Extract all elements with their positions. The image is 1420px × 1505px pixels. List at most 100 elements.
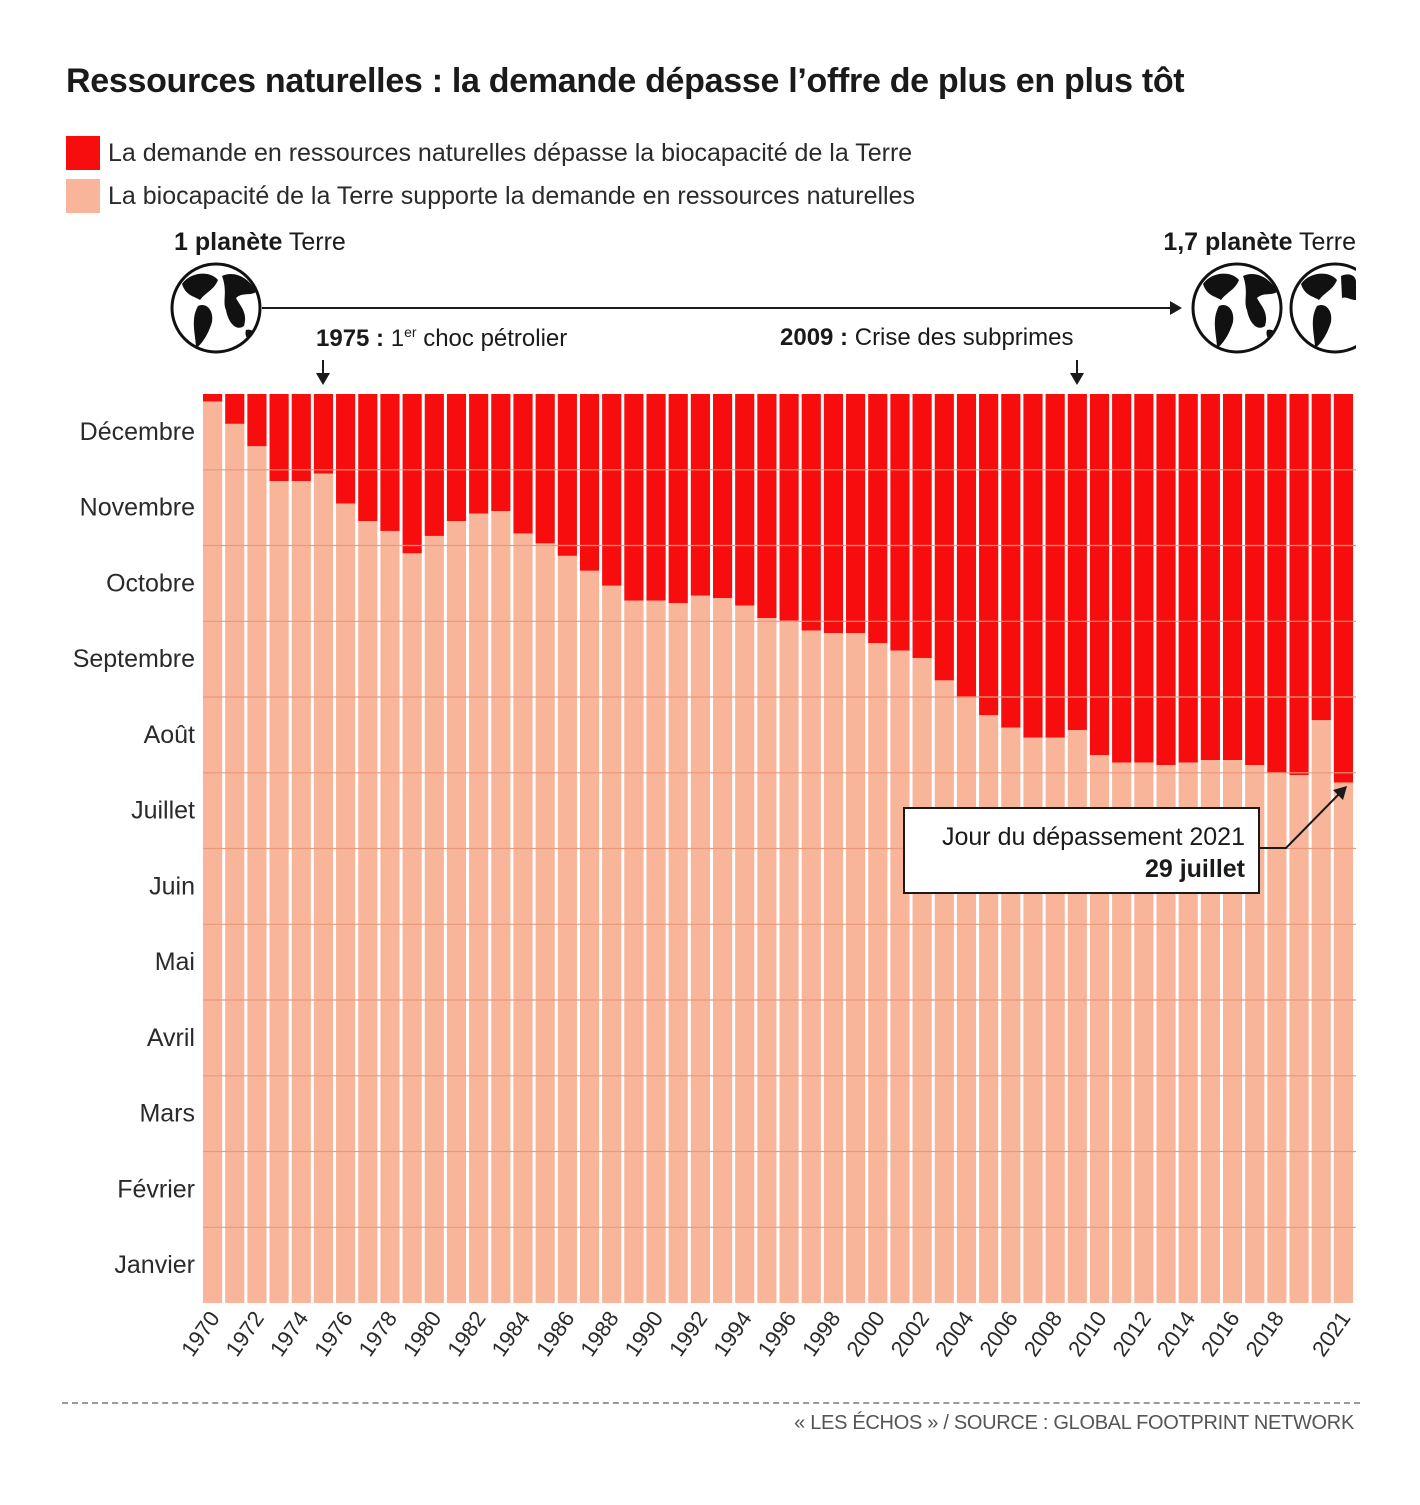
bar-supported-1974 bbox=[291, 481, 311, 1303]
bar-overshoot-1974 bbox=[291, 394, 311, 482]
bar-supported-2001 bbox=[890, 650, 910, 1303]
bar-overshoot-2010 bbox=[1089, 394, 1110, 756]
event-arrowhead-1975 bbox=[316, 373, 330, 385]
bar-overshoot-1993 bbox=[712, 394, 733, 599]
planet-label-left: 1 planète Terre bbox=[174, 228, 346, 257]
bar-overshoot-1972 bbox=[247, 394, 267, 447]
bar-supported-1990 bbox=[646, 600, 666, 1303]
bar-supported-1984 bbox=[513, 533, 533, 1303]
bar-supported-1970 bbox=[203, 401, 223, 1304]
x-tick-label-2016: 2016 bbox=[1196, 1307, 1245, 1361]
x-tick-label-1978: 1978 bbox=[354, 1307, 403, 1361]
bar-supported-1976 bbox=[336, 503, 356, 1304]
bar-overshoot-2003 bbox=[934, 394, 954, 681]
callout-2021: Jour du dépassement 2021 29 juillet bbox=[903, 786, 1347, 894]
bar-supported-1985 bbox=[535, 543, 555, 1303]
bar-overshoot-1994 bbox=[735, 394, 755, 606]
bar-supported-2012 bbox=[1134, 762, 1154, 1303]
bar-overshoot-2005 bbox=[979, 394, 999, 716]
y-tick-label-décembre: Décembre bbox=[80, 418, 195, 446]
bar-overshoot-1975 bbox=[313, 394, 334, 474]
bar-supported-1978 bbox=[380, 530, 400, 1303]
bar-supported-1971 bbox=[225, 423, 245, 1303]
bar-overshoot-2008 bbox=[1045, 394, 1065, 738]
bar-supported-1995 bbox=[757, 618, 777, 1303]
chart-canvas: Janvier Février Mars Avril Mai Juin Juillet Aoû… bbox=[73, 262, 1356, 1361]
bar-overshoot-1978 bbox=[380, 394, 400, 531]
bar-supported-1992 bbox=[690, 595, 710, 1303]
x-tick-label-2010: 2010 bbox=[1063, 1307, 1112, 1361]
x-tick-label-1982: 1982 bbox=[442, 1307, 491, 1361]
bar-overshoot-1996 bbox=[779, 394, 799, 621]
x-tick-label-1988: 1988 bbox=[575, 1307, 624, 1361]
x-tick-label-2002: 2002 bbox=[886, 1307, 935, 1361]
bar-supported-2019 bbox=[1289, 775, 1309, 1303]
bar-supported-2003 bbox=[934, 680, 954, 1303]
bar-supported-2014 bbox=[1178, 762, 1198, 1303]
x-tick-label-2006: 2006 bbox=[974, 1307, 1023, 1361]
x-tick-label-1972: 1972 bbox=[220, 1307, 269, 1361]
bar-overshoot-1971 bbox=[225, 394, 245, 424]
bar-overshoot-2009 bbox=[1067, 394, 1087, 731]
planet-label-right: 1,7 planète Terre bbox=[1163, 228, 1356, 257]
y-tick-label-septembre: Septembre bbox=[73, 645, 195, 673]
planet-label-left-bold: 1 planète bbox=[174, 228, 283, 256]
y-tick-label-mai: Mai bbox=[155, 948, 195, 976]
y-tick-label-mars: Mars bbox=[139, 1100, 195, 1128]
bar-supported-1996 bbox=[779, 620, 799, 1303]
x-axis-labels: 1970197219741976197819801982198419861988… bbox=[176, 1307, 1355, 1361]
earth-globe-icon bbox=[170, 262, 262, 354]
source-credit: « LES ÉCHOS » / SOURCE : GLOBAL FOOTPRIN… bbox=[794, 1412, 1354, 1434]
bar-supported-1993 bbox=[712, 598, 733, 1303]
bar-overshoot-1998 bbox=[823, 394, 844, 634]
bar-supported-1994 bbox=[735, 605, 755, 1303]
bar-overshoot-1989 bbox=[624, 394, 644, 601]
x-tick-label-1976: 1976 bbox=[309, 1307, 358, 1361]
bar-supported-1980 bbox=[424, 535, 444, 1303]
x-tick-label-1984: 1984 bbox=[487, 1307, 536, 1361]
bar-supported-2020 bbox=[1311, 720, 1331, 1303]
y-tick-label-février: Février bbox=[117, 1175, 195, 1203]
planet-label-left-rest: Terre bbox=[282, 228, 346, 256]
x-tick-label-1990: 1990 bbox=[620, 1307, 669, 1361]
x-tick-label-2014: 2014 bbox=[1152, 1307, 1201, 1361]
x-tick-label-2008: 2008 bbox=[1019, 1307, 1068, 1361]
bar-overshoot-1984 bbox=[513, 394, 533, 534]
y-tick-label-janvier: Janvier bbox=[114, 1251, 195, 1279]
event-1975-year: 1975 : bbox=[316, 325, 385, 352]
bar-supported-1977 bbox=[358, 521, 378, 1303]
x-tick-label-2021: 2021 bbox=[1307, 1307, 1356, 1361]
event-2009-text: Crise des subprimes bbox=[848, 324, 1074, 351]
bar-overshoot-1977 bbox=[358, 394, 378, 522]
bar-overshoot-2012 bbox=[1134, 394, 1154, 763]
bar-overshoot-2021 bbox=[1333, 394, 1353, 783]
bar-overshoot-1992 bbox=[690, 394, 710, 596]
bar-overshoot-1987 bbox=[579, 394, 600, 571]
earth-globe-icon bbox=[1289, 262, 1356, 354]
bar-overshoot-1973 bbox=[269, 394, 289, 482]
bar-overshoot-1991 bbox=[668, 394, 688, 604]
event-1975-pre: 1 bbox=[384, 325, 405, 352]
bar-supported-1997 bbox=[801, 630, 821, 1303]
bar-overshoot-2018 bbox=[1267, 394, 1287, 773]
bar-overshoot-1986 bbox=[557, 394, 577, 556]
y-tick-label-juillet: Juillet bbox=[131, 797, 195, 825]
x-tick-label-1998: 1998 bbox=[797, 1307, 846, 1361]
bar-supported-2016 bbox=[1222, 760, 1243, 1303]
bar-supported-1983 bbox=[491, 511, 511, 1303]
bar-overshoot-1981 bbox=[446, 394, 467, 522]
bar-overshoot-1990 bbox=[646, 394, 666, 601]
callout-line2: 29 juillet bbox=[1145, 855, 1246, 883]
bar-supported-1991 bbox=[668, 603, 688, 1303]
callout-arrowhead bbox=[1333, 786, 1347, 800]
event-1975-post: choc pétrolier bbox=[416, 325, 568, 352]
y-tick-label-août: Août bbox=[144, 721, 195, 749]
bar-supported-2018 bbox=[1267, 772, 1287, 1303]
x-tick-label-2004: 2004 bbox=[930, 1307, 979, 1361]
x-tick-label-2012: 2012 bbox=[1107, 1307, 1156, 1361]
callout-box bbox=[903, 807, 1260, 894]
bar-overshoot-2020 bbox=[1311, 394, 1331, 721]
bar-overshoot-1970 bbox=[203, 394, 223, 402]
bar-supported-2021 bbox=[1333, 782, 1353, 1303]
bar-supported-2000 bbox=[868, 643, 888, 1303]
